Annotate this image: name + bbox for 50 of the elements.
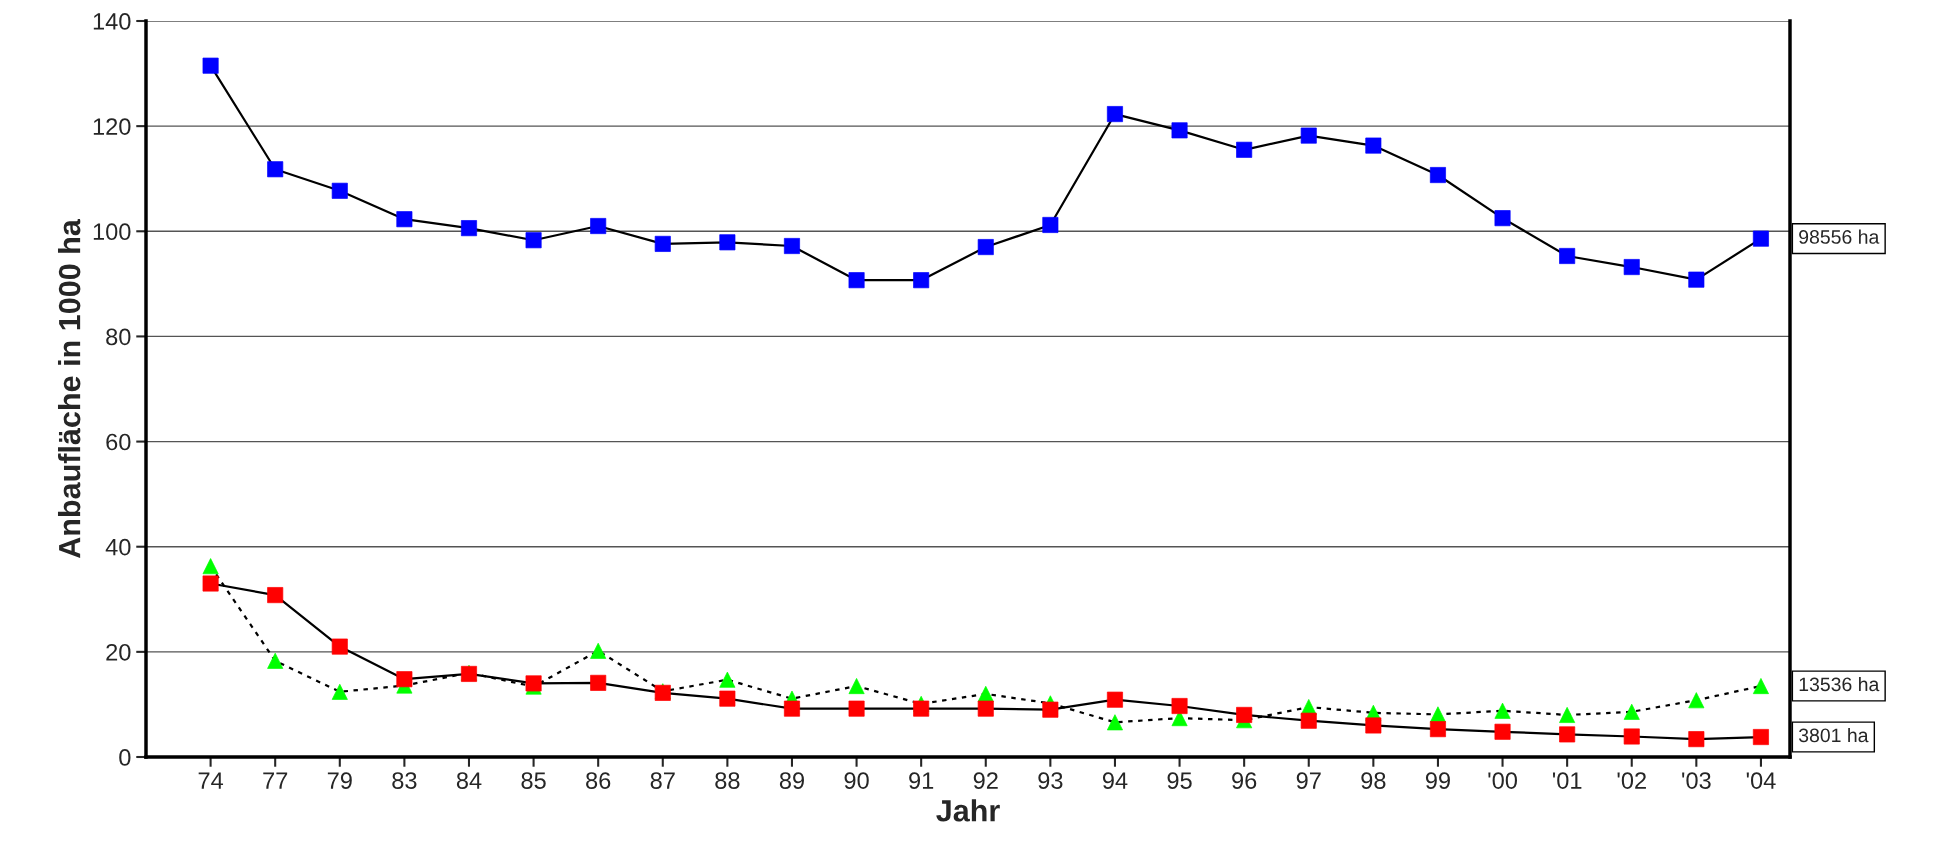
x-tick-label: '00 xyxy=(1488,772,1518,789)
x-axis-title: Jahr xyxy=(936,799,1000,822)
y-tick-label: 40 xyxy=(105,538,131,556)
point xyxy=(267,587,284,604)
x-tick-label: 74 xyxy=(198,772,224,789)
text: 98556 ha xyxy=(1799,229,1880,244)
x-tick-label: 94 xyxy=(1102,772,1128,789)
y-tick-label: 100 xyxy=(93,223,131,241)
y-tick-label: 140 xyxy=(93,13,131,30)
x-tick-label: 93 xyxy=(1038,772,1063,789)
x-tick-label: 96 xyxy=(1232,772,1257,789)
point xyxy=(1429,721,1446,738)
y-tick-label: 120 xyxy=(93,118,131,135)
y-tick-label: 20 xyxy=(106,643,131,661)
x-tick-label: 98 xyxy=(1361,772,1386,789)
x-tick-label: 88 xyxy=(715,772,740,789)
y-tick-label: 0 xyxy=(119,749,131,766)
x-tick-label: 97 xyxy=(1296,772,1321,789)
point xyxy=(1106,691,1123,708)
x-tick-label: 95 xyxy=(1167,772,1192,789)
y-tick-label: 80 xyxy=(106,328,131,346)
text: 3801 ha xyxy=(1798,727,1869,743)
y-tick-label: 60 xyxy=(106,433,131,451)
x-tick-label: 87 xyxy=(650,772,675,789)
x-tick-label: 77 xyxy=(263,772,288,789)
x-tick-label: '02 xyxy=(1617,772,1646,789)
x-tick-label: 92 xyxy=(973,772,998,789)
point xyxy=(202,558,219,575)
x-tick-label: 91 xyxy=(909,772,934,789)
x-tick-label: 90 xyxy=(844,772,869,789)
y-axis-title: Anbaufläche in 1000 ha xyxy=(57,218,81,559)
point xyxy=(1623,259,1640,276)
x-tick-label: 85 xyxy=(521,772,546,789)
point xyxy=(1752,729,1769,746)
point xyxy=(783,700,800,717)
x-tick-label: '04 xyxy=(1746,772,1776,789)
point xyxy=(1042,216,1059,233)
text: 13536 ha xyxy=(1799,676,1880,692)
point xyxy=(1752,230,1769,247)
x-tick-label: '01 xyxy=(1552,772,1582,789)
x-tick-label: 89 xyxy=(779,772,804,789)
x-tick-label: 79 xyxy=(327,772,352,789)
x-tick-label: 83 xyxy=(392,772,417,789)
x-tick-label: 84 xyxy=(456,772,482,789)
x-tick-label: 99 xyxy=(1425,772,1450,789)
point xyxy=(1559,706,1576,723)
x-tick-label: '03 xyxy=(1682,772,1711,789)
x-tick-label: 86 xyxy=(586,772,611,789)
point xyxy=(590,218,607,235)
point xyxy=(783,238,800,254)
